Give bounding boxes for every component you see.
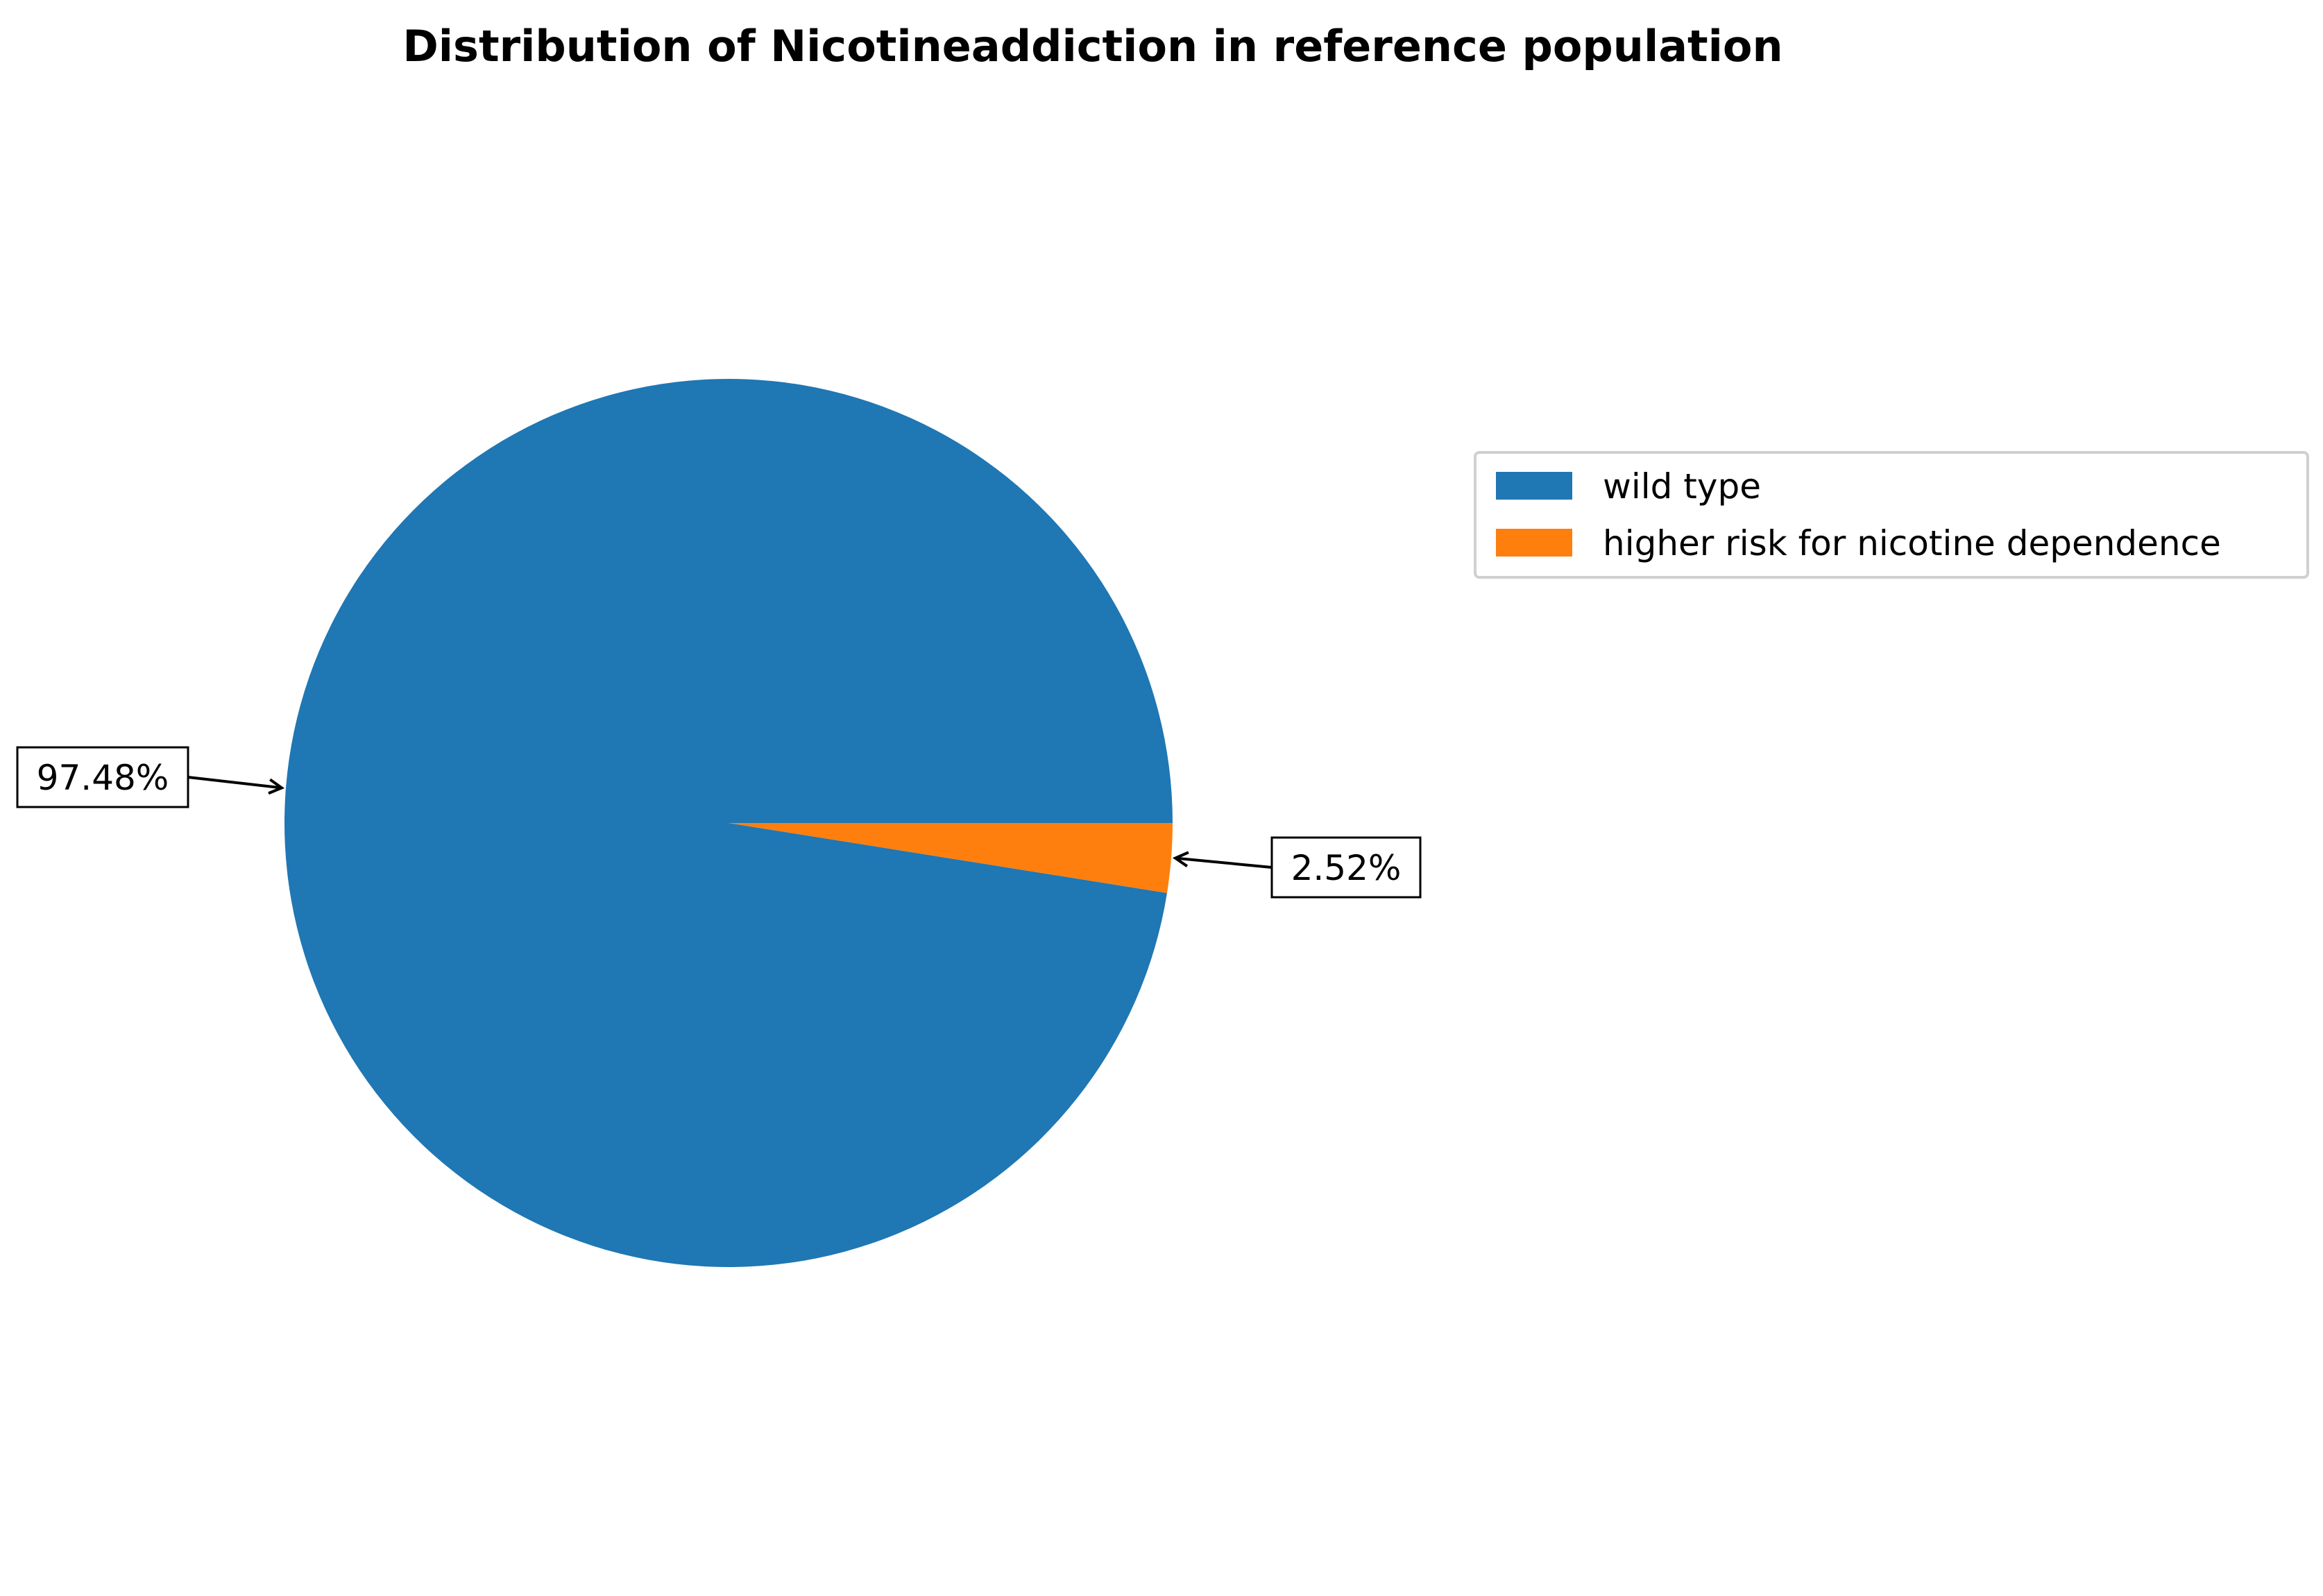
legend-frame [1474,451,2309,579]
pie-slices [284,379,1173,1268]
slice-labels: 97.48% 2.52% [16,746,1422,899]
slice-label-box-0 [16,746,189,808]
legend: wild type higher risk for nicotine depend… [1474,451,2309,579]
legend-label-1: higher risk for nicotine dependence [1603,523,2221,563]
legend-swatch-0 [1496,472,1572,500]
legend-swatch-1 [1496,529,1572,557]
slice-percent-label-1: 2.52% [1291,848,1402,888]
slice-label-arrow-1 [1175,858,1273,869]
slice-label-arrow-0 [187,776,282,788]
slice-label-box-1 [1270,836,1422,899]
pie-slice-0 [284,379,1173,1268]
chart-title: Distribution of Nicotineaddiction in ref… [402,21,1782,71]
legend-label-0: wild type [1603,466,1761,507]
slice-percent-label-0: 97.48% [37,758,169,798]
legend-items: wild type higher risk for nicotine depend… [1496,466,2221,563]
pie-slice-1 [729,823,1173,893]
